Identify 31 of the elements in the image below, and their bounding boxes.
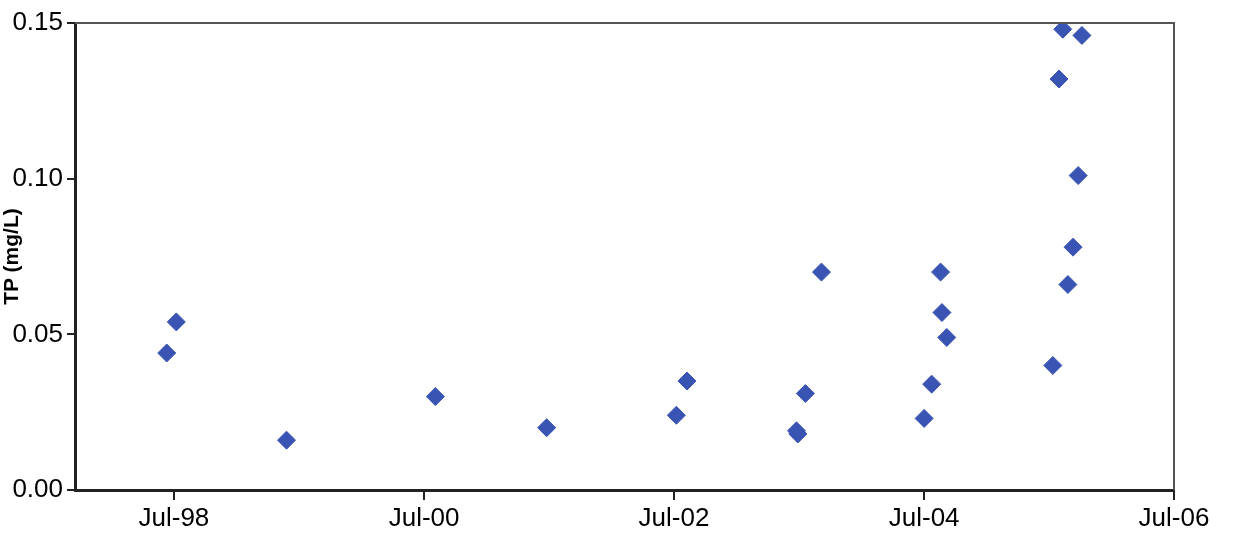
point <box>937 327 957 347</box>
point <box>914 408 934 428</box>
point <box>425 387 445 407</box>
point <box>795 383 815 403</box>
point <box>1063 237 1083 257</box>
point <box>666 405 686 425</box>
x-tick-label: Jul-98 <box>138 501 210 532</box>
point <box>166 312 186 332</box>
y-tick-label: 0.05 <box>12 317 63 348</box>
point <box>1072 25 1092 45</box>
point <box>677 371 697 391</box>
point <box>931 262 951 282</box>
point <box>1043 355 1063 375</box>
point <box>1058 275 1078 295</box>
y-tick-label: 0.10 <box>12 161 63 192</box>
y-axis-title: TP (mg/L) <box>0 208 23 305</box>
point <box>537 418 557 438</box>
y-tick-label: 0.15 <box>12 6 63 37</box>
x-tick-label: Jul-04 <box>888 501 960 532</box>
point <box>922 374 942 394</box>
y-tick-label: 0.00 <box>12 473 63 504</box>
point <box>277 430 297 450</box>
x-tick-label: Jul-02 <box>638 501 710 532</box>
point <box>1049 69 1069 89</box>
point <box>1068 166 1088 186</box>
x-tick-label: Jul-00 <box>388 501 460 532</box>
point <box>932 303 952 323</box>
point <box>1053 23 1073 39</box>
point <box>811 262 831 282</box>
x-tick-label: Jul-06 <box>1138 501 1210 532</box>
point <box>157 343 177 363</box>
